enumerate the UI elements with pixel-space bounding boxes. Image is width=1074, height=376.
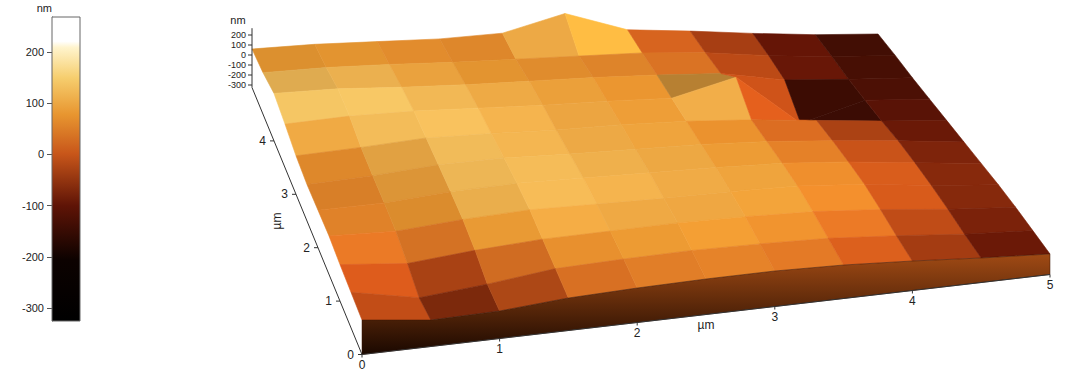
svg-text:5: 5 bbox=[1047, 278, 1054, 292]
svg-text:-300: -300 bbox=[228, 80, 246, 90]
svg-text:µm: µm bbox=[698, 318, 715, 332]
svg-text:µm: µm bbox=[270, 213, 284, 230]
svg-text:-300: -300 bbox=[22, 302, 44, 314]
svg-text:-200: -200 bbox=[22, 251, 44, 263]
svg-text:nm: nm bbox=[37, 2, 52, 14]
svg-text:1: 1 bbox=[496, 342, 503, 356]
svg-text:1: 1 bbox=[325, 294, 332, 308]
svg-text:0: 0 bbox=[347, 348, 354, 362]
svg-text:2: 2 bbox=[303, 241, 310, 255]
svg-text:2: 2 bbox=[634, 326, 641, 340]
svg-text:0: 0 bbox=[359, 358, 366, 372]
svg-text:200: 200 bbox=[26, 46, 44, 58]
svg-text:nm: nm bbox=[230, 14, 245, 26]
svg-text:-100: -100 bbox=[228, 60, 246, 70]
svg-text:-200: -200 bbox=[228, 70, 246, 80]
svg-text:4: 4 bbox=[909, 294, 916, 308]
svg-text:0: 0 bbox=[38, 148, 44, 160]
svg-text:-100: -100 bbox=[22, 200, 44, 212]
svg-text:4: 4 bbox=[259, 134, 266, 148]
svg-text:100: 100 bbox=[26, 97, 44, 109]
svg-text:100: 100 bbox=[231, 40, 246, 50]
svg-text:200: 200 bbox=[231, 30, 246, 40]
svg-text:3: 3 bbox=[771, 310, 778, 324]
svg-text:0: 0 bbox=[241, 50, 246, 60]
svg-text:3: 3 bbox=[281, 187, 288, 201]
